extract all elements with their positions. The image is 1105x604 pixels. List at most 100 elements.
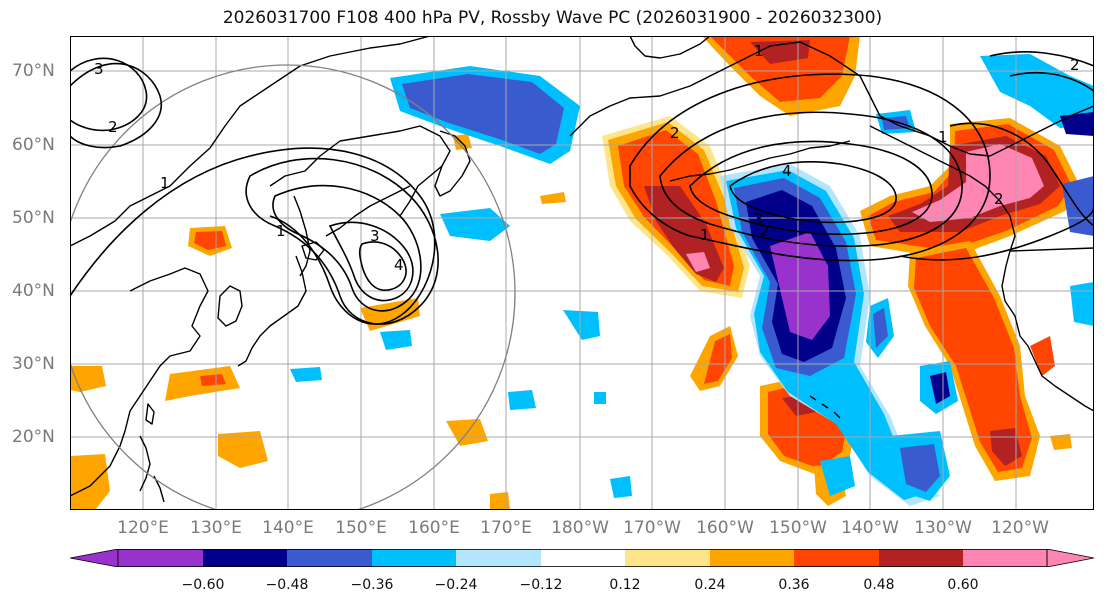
colorbar-tick-label: 0.60 [947, 577, 979, 593]
lat-label-50n: 50°N [12, 208, 55, 228]
pos-level-024 [540, 192, 566, 204]
contour-labels: 3 2 1 1 3 4 1 1 4 2 2 1 2 2 3 [94, 42, 1080, 274]
contour-label: 2 [1070, 56, 1080, 74]
colorbar-tick-label: 0.48 [863, 577, 895, 593]
pv-anomaly-negative [720, 164, 958, 506]
colorbar-bin-pos-060 [963, 549, 1047, 567]
colorbar-tick-label: −0.24 [434, 577, 478, 593]
colorbar-tick-label: −0.48 [265, 577, 309, 593]
neg-level-036 [873, 308, 888, 348]
contour-label: 3 [754, 210, 764, 228]
neg-level-036 [402, 74, 564, 154]
colorbar-extend-max [1046, 548, 1095, 568]
coastline-kurils [325, 185, 411, 237]
neg-level-024 [1070, 282, 1094, 326]
colorbar-tick-label: −0.36 [350, 577, 394, 593]
neg-level-036 [1062, 176, 1094, 236]
colorbar-extend-min [69, 548, 119, 568]
coastline-aleutians [669, 140, 851, 182]
coastlines [70, 36, 1094, 503]
lon-label-140w: 140°W [841, 518, 899, 538]
pv-anomaly-negative [290, 54, 1094, 498]
coastline-arctic [629, 36, 711, 59]
contour-alaska-low-3 [689, 140, 933, 236]
contour-label: 1 [754, 42, 764, 60]
contour-label: 2 [994, 190, 1004, 208]
pos-level-060 [686, 252, 710, 272]
neg-level-024 [594, 392, 606, 404]
neg-level-024 [440, 208, 510, 241]
lat-label-40n: 40°N [12, 281, 55, 301]
contour-east-ridge [899, 205, 1094, 261]
contour-label: 4 [394, 256, 404, 274]
lon-label-170w: 170°W [623, 518, 681, 538]
pv-anomaly-positive [70, 134, 1072, 510]
neg-level-024 [508, 390, 536, 410]
lon-label-150e: 150°E [335, 518, 387, 538]
pos-level-036 [194, 231, 226, 250]
contour-alaska-low-2 [659, 111, 963, 248]
coastline-korea [217, 285, 243, 327]
rossby-wave-region-circle [70, 64, 516, 510]
contour-label: 1 [700, 226, 710, 244]
coastline-gulf-alaska [869, 125, 1016, 252]
colorbar-bin-neg-060 [118, 549, 203, 567]
pos-level-024 [218, 431, 268, 468]
contour-ne [989, 51, 1094, 67]
lon-label-120w: 120°W [991, 518, 1049, 538]
pos-level-024 [70, 454, 110, 510]
pos-level-048 [750, 40, 810, 64]
map-panel: 3 2 1 1 3 4 1 1 4 2 2 1 2 2 3 [70, 36, 1094, 510]
contour-label: 3 [370, 227, 380, 245]
pos-level-036 [200, 374, 226, 386]
colorbar-bin-neg-048 [203, 549, 287, 567]
pv-contours [70, 51, 1094, 325]
colorbar-tick-label: 0.12 [609, 577, 641, 593]
neg-level-036 [900, 444, 940, 492]
coastline-asia [70, 36, 431, 247]
contour-label: 3 [94, 60, 104, 78]
lat-label-70n: 70°N [12, 61, 55, 81]
lon-label-160w: 160°W [696, 518, 754, 538]
colorbar-bin-pos-024 [710, 549, 794, 567]
coastline-sakhalin [293, 195, 311, 277]
contour-alaska-low-4 [729, 161, 897, 224]
contour-ne-2 [1009, 71, 1094, 92]
pv-anomaly-positive [702, 36, 860, 116]
contour-low-1 [245, 157, 439, 325]
lon-label-150w: 150°W [769, 518, 827, 538]
colorbar-bin-neg-012 [456, 549, 541, 567]
pos-level-024 [490, 492, 510, 510]
lat-label-20n: 20°N [12, 427, 55, 447]
pos-level-036 [1030, 336, 1055, 376]
contour-sea-of-japan [70, 147, 436, 325]
colorbar-bin-neg-036 [287, 549, 372, 567]
neg-level-048 [930, 372, 950, 404]
coastline-north-america [969, 105, 1094, 157]
contour-label: 2 [670, 124, 680, 142]
neg-level-024 [980, 54, 1094, 128]
contour-label: 1 [938, 128, 948, 146]
colorbar-tick-label: 0.24 [694, 577, 726, 593]
colorbar-bin-neg-024 [372, 549, 456, 567]
pos-level-024 [1050, 434, 1072, 450]
colorbar-bin-pos-012 [625, 549, 710, 567]
neg-level-048 [1060, 112, 1094, 136]
lon-label-160e: 160°E [408, 518, 460, 538]
coastline-taiwan [145, 403, 155, 425]
pos-level-024 [360, 298, 420, 331]
contour-low-4 [358, 241, 407, 291]
colorbar-tick-label: −0.12 [519, 577, 563, 593]
coastline-okhotsk [269, 125, 451, 217]
contour-northwest-2 [70, 57, 148, 132]
colorbar-bin-neutral [541, 549, 625, 567]
pos-level-036 [710, 36, 850, 102]
neg-level-024 [380, 330, 412, 350]
contour-low-3 [328, 221, 414, 302]
coastline-kamchatka [434, 130, 471, 197]
colorbar-tick-label: −0.60 [181, 577, 225, 593]
contour-label: 2 [760, 222, 770, 240]
colorbar-tick-label: 0.36 [778, 577, 810, 593]
lon-label-170e: 170°E [480, 518, 532, 538]
colorbar [69, 548, 1095, 571]
